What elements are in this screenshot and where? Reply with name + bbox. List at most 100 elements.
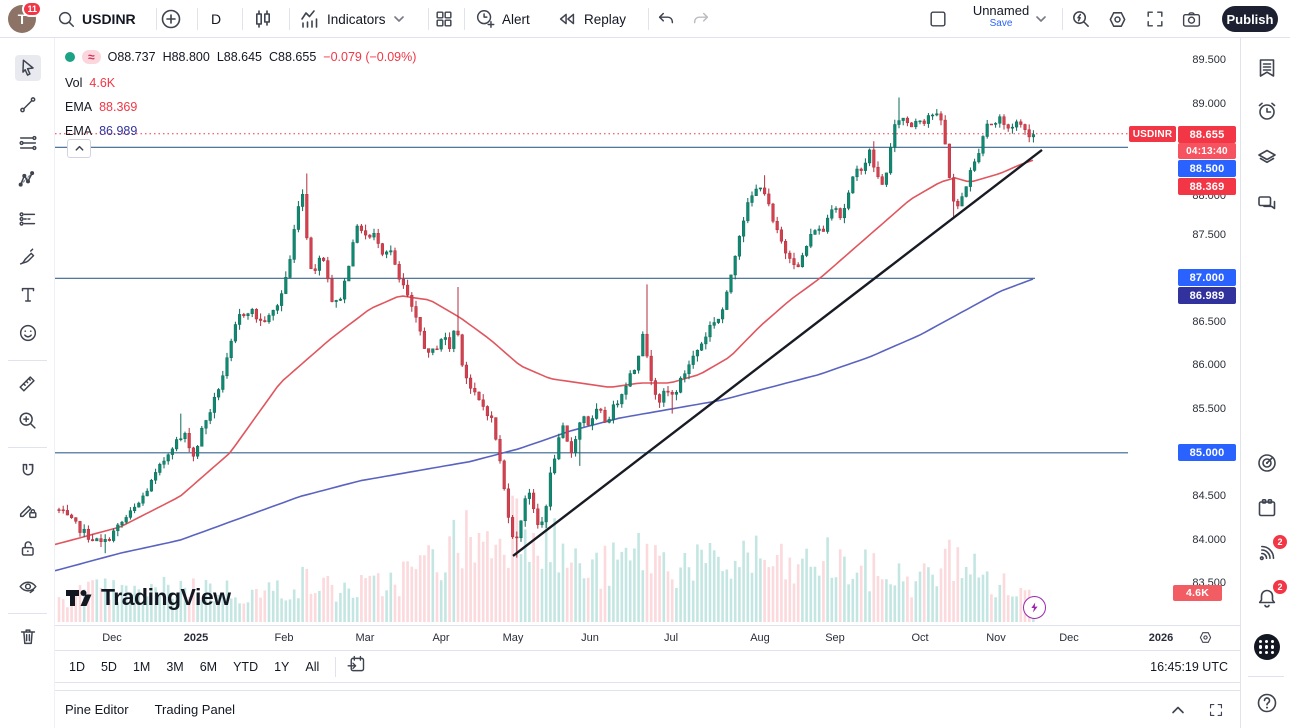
remove-drawings-tool[interactable] xyxy=(15,624,41,650)
emoji-tool[interactable] xyxy=(15,320,41,346)
sidebar-notifications[interactable]: 2 xyxy=(1254,580,1287,611)
toolbar-separator xyxy=(8,613,47,614)
gear-icon xyxy=(1109,11,1126,27)
sidebar-calendar[interactable] xyxy=(1254,495,1280,521)
settings-button[interactable] xyxy=(1107,0,1128,38)
quick-search-button[interactable] xyxy=(1070,0,1091,38)
layout-square-icon xyxy=(930,11,946,27)
sidebar-chat[interactable] xyxy=(1254,191,1280,217)
panel-expand-icon[interactable] xyxy=(1208,702,1224,718)
sidebar-alerts[interactable] xyxy=(1254,98,1280,124)
ema-fast-legend[interactable]: EMA 88.369 xyxy=(65,100,137,114)
remove-drawings-tool-icon xyxy=(20,629,36,645)
replay-rewind-icon xyxy=(559,13,575,25)
magnet-tool[interactable] xyxy=(15,459,41,485)
time-tick: Dec xyxy=(1059,632,1079,644)
notifications-badge: 2 xyxy=(1273,580,1287,594)
sidebar-separator xyxy=(1248,676,1284,677)
lock-all-tool[interactable] xyxy=(15,536,41,562)
range-3m[interactable]: 3M xyxy=(166,659,184,674)
ema-label: EMA xyxy=(65,124,93,138)
time-tick: Apr xyxy=(432,632,450,644)
range-6m[interactable]: 6M xyxy=(199,659,218,674)
go-to-date-button[interactable] xyxy=(346,654,367,680)
camera-icon xyxy=(1182,11,1201,27)
collapse-pane-button[interactable] xyxy=(67,139,91,158)
layout-button[interactable] xyxy=(928,0,948,38)
price-tick: 86.000 xyxy=(1192,359,1226,371)
boost-lightning-icon[interactable] xyxy=(1023,596,1046,619)
price-label-88.500: 88.500 xyxy=(1178,160,1236,177)
chart-svg[interactable] xyxy=(54,45,1128,625)
ema-label: EMA xyxy=(65,100,93,114)
chart-pane[interactable]: ≈ O88.737 H88.800 L88.645 C88.655 −0.079… xyxy=(54,38,1240,625)
price-tick: 85.500 xyxy=(1192,403,1226,415)
trend-line-tool[interactable] xyxy=(15,92,41,118)
range-1y[interactable]: 1Y xyxy=(274,659,290,674)
compare-add-button[interactable] xyxy=(160,0,182,38)
layout-chevron[interactable] xyxy=(1034,0,1048,38)
indicators-button[interactable]: Indicators xyxy=(299,0,406,38)
tab-pine-editor[interactable]: Pine Editor xyxy=(65,702,129,717)
interval-button[interactable]: D xyxy=(211,0,221,38)
hide-drawings-tool[interactable] xyxy=(15,574,41,600)
notification-count-badge: 11 xyxy=(22,1,42,17)
measure-tool[interactable] xyxy=(15,370,41,396)
brush-tool[interactable] xyxy=(15,244,41,270)
chevron-down-icon xyxy=(1036,16,1046,22)
drawing-edit-lock-tool-icon xyxy=(19,505,37,519)
toolbar-separator xyxy=(8,360,47,361)
range-1d[interactable]: 1D xyxy=(69,659,85,674)
panel-chevron-up-icon[interactable] xyxy=(1170,702,1186,718)
redo-button[interactable] xyxy=(691,0,711,38)
ema-slow-legend[interactable]: EMA 86.989 xyxy=(65,124,137,138)
range-1m[interactable]: 1M xyxy=(132,659,151,674)
toolbar-separator xyxy=(8,447,47,448)
cursor-tool[interactable] xyxy=(15,55,41,81)
chat-icon xyxy=(1258,196,1276,210)
emoji-tool-icon xyxy=(19,324,37,342)
time-axis[interactable]: Dec 2025 Feb Mar Apr May Jun Jul Aug Sep Oct Nov Dec… xyxy=(55,625,1240,650)
approx-values-chip: ≈ xyxy=(82,50,101,64)
forecast-tool-icon xyxy=(19,212,36,226)
range-ytd[interactable]: YTD xyxy=(233,659,259,674)
publish-button[interactable]: Publish xyxy=(1222,6,1278,32)
templates-grid-button[interactable] xyxy=(434,0,454,38)
zoom-in-tool[interactable] xyxy=(15,408,41,434)
volume-value: 4.6K xyxy=(89,76,116,90)
volume-label: Vol xyxy=(65,76,83,90)
fib-retracement-tool[interactable] xyxy=(15,130,41,156)
save-button[interactable]: Save xyxy=(989,18,1013,29)
replay-button[interactable]: Replay xyxy=(556,0,626,38)
snapshot-button[interactable] xyxy=(1181,0,1202,38)
range-5d[interactable]: 5D xyxy=(100,659,117,674)
alert-button[interactable]: Alert xyxy=(474,0,530,38)
sidebar-object-tree[interactable] xyxy=(1254,144,1280,170)
status-bar: Pine Editor Trading Panel xyxy=(0,690,1240,728)
clock-utc[interactable]: 16:45:19 UTC xyxy=(1150,659,1228,674)
price-label-85.000: 85.000 xyxy=(1178,444,1236,461)
volume-legend[interactable]: Vol 4.6K xyxy=(65,76,115,90)
drawing-edit-lock-tool[interactable] xyxy=(15,497,41,523)
sidebar-apps-menu[interactable] xyxy=(1254,634,1280,660)
fullscreen-button[interactable] xyxy=(1145,0,1165,38)
sidebar-help[interactable] xyxy=(1254,690,1280,716)
price-axis[interactable]: 89.500 89.000 88.000 87.500 86.500 86.000 85.5… xyxy=(1128,38,1240,625)
symbol-search-button[interactable]: USDINR xyxy=(56,0,136,38)
range-all[interactable]: All xyxy=(305,659,320,674)
chart-style-button[interactable] xyxy=(252,0,274,38)
xabcd-pattern-tool[interactable] xyxy=(15,167,41,193)
time-tick: May xyxy=(502,632,524,644)
axis-settings-button[interactable] xyxy=(1198,630,1213,650)
text-tool[interactable] xyxy=(15,282,41,308)
sidebar-streams[interactable]: 2 xyxy=(1254,535,1287,566)
sidebar-screener-radar[interactable] xyxy=(1254,450,1280,476)
user-avatar[interactable]: T 11 xyxy=(8,1,42,33)
price-chart[interactable] xyxy=(54,45,1128,625)
sidebar-watchlist[interactable] xyxy=(1254,55,1280,81)
forecast-tool[interactable] xyxy=(15,206,41,232)
undo-button[interactable] xyxy=(656,0,676,38)
tab-trading-panel[interactable]: Trading Panel xyxy=(154,702,236,717)
streams-icon xyxy=(1259,545,1275,561)
layout-name-menu[interactable]: Unnamed Save xyxy=(962,3,1040,29)
